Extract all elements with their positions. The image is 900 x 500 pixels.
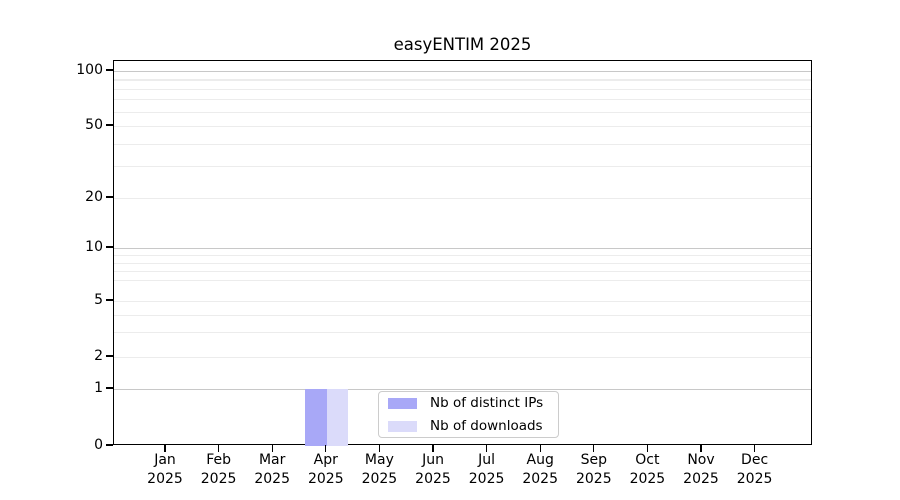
x-tick-month: Oct [635,452,660,468]
y-tick-mark [106,387,113,389]
x-tick-month: Sep [580,452,607,468]
x-tick-label: Sep 2025 [554,451,634,489]
x-tick-year: 2025 [147,471,183,487]
legend-entry-distinct-ips: Nb of distinct IPs [388,395,549,411]
x-tick-mark [217,445,220,452]
major-gridline [114,126,811,128]
x-tick-label: Aug 2025 [500,451,580,489]
legend-label: Nb of distinct IPs [430,395,544,411]
x-tick-year: 2025 [415,471,451,487]
minor-gridline [114,88,811,90]
x-tick-month: Apr [313,452,338,468]
x-tick-month: Nov [687,452,715,468]
x-tick-mark [378,445,381,452]
major-gridline [114,71,811,73]
legend: Nb of distinct IPs Nb of downloads [378,391,559,438]
legend-label: Nb of downloads [430,418,543,434]
minor-gridline [114,332,811,334]
x-tick-mark [646,445,649,452]
x-tick-month: Aug [526,452,554,468]
major-gridline [114,198,811,200]
y-tick-label: 50 [85,117,103,133]
x-tick-year: 2025 [361,471,398,487]
minor-gridline [114,262,811,264]
legend-entry-downloads: Nb of downloads [388,418,549,434]
minor-gridline [114,99,811,101]
x-tick-month: May [364,452,394,468]
x-tick-mark [593,445,595,452]
x-tick-year: 2025 [468,471,505,487]
x-tick-year: 2025 [200,471,237,487]
x-tick-label: Jul 2025 [447,451,527,489]
y-tick-label: 5 [94,292,103,308]
x-tick-mark [432,445,434,452]
minor-gridline [114,279,811,281]
y-tick-mark [106,69,113,71]
y-tick-label: 2 [94,348,103,364]
x-tick-year: 2025 [522,471,558,487]
x-tick-mark [325,445,327,452]
x-tick-label: Oct 2025 [607,451,687,489]
major-gridline [114,301,811,303]
y-tick-label: 0 [94,437,103,453]
bar-apr-distinct-ips [305,389,327,446]
x-tick-label: Jan 2025 [125,451,205,489]
y-tick-mark [106,246,113,248]
x-tick-mark [539,445,541,452]
x-tick-year: 2025 [736,471,773,487]
major-gridline [114,357,811,359]
chart-title: easyENTIM 2025 [393,35,532,54]
major-gridline [114,248,811,250]
minor-gridline [114,79,811,81]
x-tick-year: 2025 [683,471,719,487]
x-tick-label: Feb 2025 [179,451,259,489]
downloads-swatch [388,420,417,432]
x-tick-month: Feb [206,452,231,468]
y-tick-mark [106,355,113,357]
x-tick-year: 2025 [254,471,290,487]
plot-area [113,60,812,446]
y-tick-mark [106,196,113,198]
x-tick-label: Dec 2025 [715,451,795,489]
x-tick-month: Jul [478,452,496,468]
minor-gridline [114,166,811,168]
x-tick-year: 2025 [307,471,344,487]
x-tick-mark [753,445,756,452]
x-tick-mark [700,445,702,452]
x-tick-label: Apr 2025 [286,451,366,489]
minor-gridline [114,270,811,272]
x-tick-month: Mar [258,452,286,468]
minor-gridline [114,111,811,113]
x-tick-year: 2025 [575,471,612,487]
x-tick-label: Jun 2025 [393,451,473,489]
x-tick-mark [164,445,166,452]
major-gridline [114,389,811,391]
bar-apr-downloads [326,389,349,446]
x-tick-label: Nov 2025 [661,451,741,489]
y-tick-mark [106,444,113,446]
x-tick-mark [485,445,488,452]
distinct-ips-swatch [388,397,417,409]
x-tick-year: 2025 [629,471,666,487]
x-tick-label: Mar 2025 [232,451,312,489]
y-tick-label: 1 [94,380,103,396]
x-tick-month: Dec [741,452,769,468]
x-tick-month: Jun [422,452,444,468]
minor-gridline [114,255,811,257]
x-tick-mark [271,445,273,452]
y-tick-label: 10 [85,239,103,255]
y-tick-mark [106,124,113,126]
y-tick-label: 20 [85,189,103,205]
y-tick-mark [106,299,113,301]
minor-gridline [114,143,811,145]
y-tick-label: 100 [76,62,103,78]
minor-gridline [114,314,811,316]
x-tick-label: May 2025 [339,451,419,489]
x-tick-month: Jan [154,452,176,468]
